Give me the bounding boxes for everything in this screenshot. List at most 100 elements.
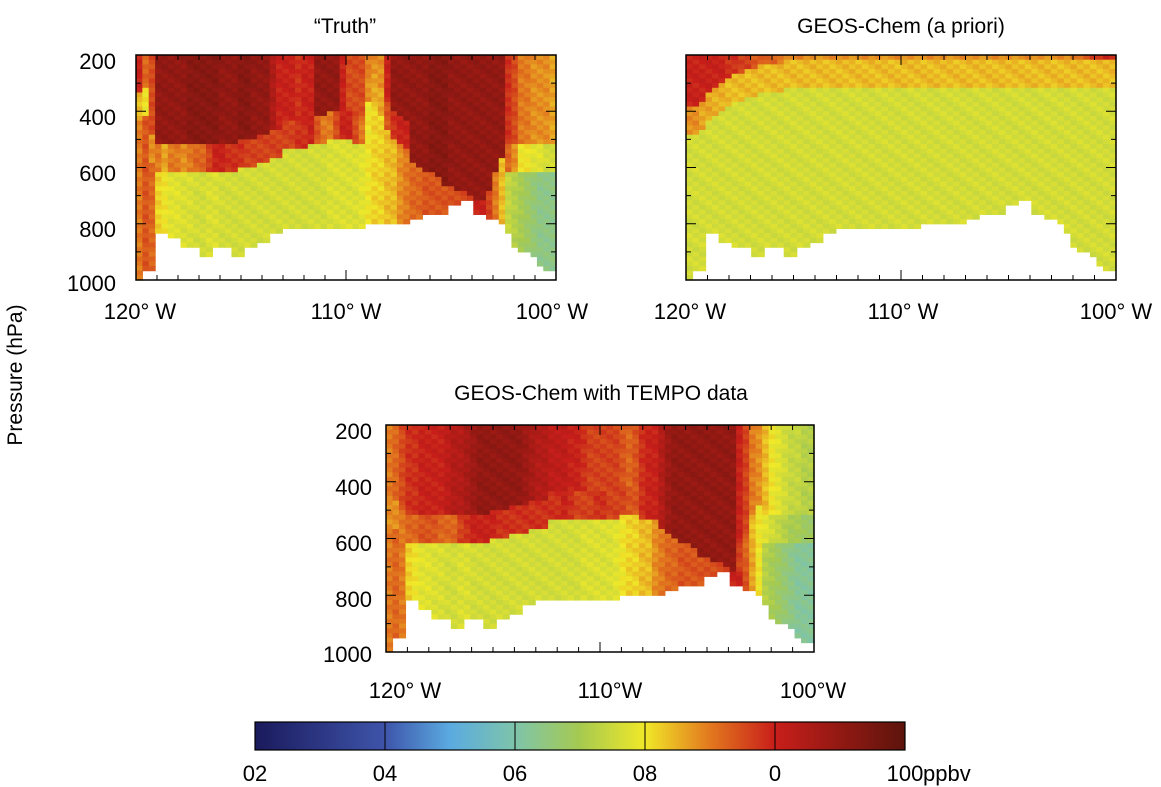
heatmap-cell (396, 200, 404, 206)
heatmap-cell (460, 134, 468, 140)
heatmap-cell (816, 106, 824, 112)
heatmap-cell (498, 92, 506, 98)
heatmap-cell (174, 134, 182, 140)
heatmap-cell (186, 214, 194, 220)
heatmap-cell (809, 172, 817, 178)
heatmap-cell (868, 153, 876, 159)
heatmap-cell (307, 111, 315, 117)
heatmap-cell (390, 97, 398, 103)
heatmap-cell (473, 205, 481, 211)
heatmap-cell (479, 205, 487, 211)
heatmap-cell (914, 172, 922, 178)
heatmap-cell (199, 134, 207, 140)
heatmap-cell (992, 111, 1000, 117)
heatmap-cell (1005, 83, 1013, 89)
heatmap-cell (712, 195, 720, 201)
heatmap-cell (295, 55, 303, 61)
heatmap-cell (212, 139, 220, 145)
heatmap-cell (946, 130, 954, 136)
heatmap-cell (744, 153, 752, 159)
heatmap-cell (193, 200, 201, 206)
heatmap-cell (985, 111, 993, 117)
heatmap-cell (231, 87, 239, 94)
heatmap-cell (764, 223, 772, 230)
heatmap-cell (770, 64, 778, 70)
heatmap-cell (479, 167, 487, 173)
heatmap-cell (1076, 247, 1085, 253)
heatmap-cell (365, 97, 373, 103)
heatmap-cell (295, 153, 303, 159)
heatmap-cell (1018, 130, 1026, 136)
heatmap-cell (486, 125, 493, 131)
heatmap-cell (543, 59, 551, 65)
heatmap-cell (377, 162, 385, 169)
heatmap-cell (218, 134, 226, 140)
heatmap-cell (256, 87, 264, 94)
heatmap-cell (953, 97, 961, 103)
heatmap-cell (435, 73, 443, 80)
heatmap-cell (914, 223, 922, 230)
heatmap-cell (1031, 125, 1039, 131)
heatmap-cell (371, 111, 379, 117)
heatmap-cell (295, 209, 303, 215)
heatmap-cell (416, 59, 423, 65)
heatmap-cell (212, 78, 220, 84)
heatmap-cell (770, 97, 778, 103)
heatmap-cell (992, 55, 1000, 61)
heatmap-cell (699, 223, 707, 230)
heatmap-cell (855, 92, 863, 98)
heatmap-cell (256, 144, 264, 150)
heatmap-cell (250, 92, 258, 98)
heatmap-cell (409, 73, 417, 80)
heatmap-cell (136, 265, 143, 272)
heatmap-cell (959, 158, 967, 164)
heatmap-cell (530, 186, 538, 192)
heatmap-cell (142, 148, 150, 155)
heatmap-cell (161, 176, 169, 183)
heatmap-cell (1083, 219, 1091, 225)
heatmap-cell (409, 59, 417, 65)
heatmap-cell (816, 153, 824, 159)
heatmap-cell (816, 219, 824, 225)
heatmap-cell (770, 78, 778, 84)
heatmap-cell (764, 97, 772, 103)
heatmap-cell (816, 111, 824, 117)
heatmap-cell (409, 78, 417, 84)
heatmap-cell (796, 83, 804, 89)
heatmap-cell (199, 209, 207, 215)
heatmap-cell (887, 205, 896, 211)
heatmap-cell (511, 92, 519, 98)
heatmap-cell (473, 190, 481, 197)
heatmap-cell (731, 55, 739, 61)
heatmap-cell (777, 228, 785, 234)
heatmap-cell (263, 106, 271, 112)
heatmap-cell (972, 172, 980, 178)
heatmap-cell (505, 101, 513, 108)
heatmap-cell (416, 167, 423, 173)
heatmap-cell (288, 176, 296, 183)
heatmap-cell (269, 92, 277, 98)
heatmap-cell (1037, 158, 1045, 164)
heatmap-cell (396, 219, 404, 225)
heatmap-cell (199, 186, 207, 192)
heatmap-cell (881, 59, 889, 65)
heatmap-cell (339, 134, 347, 140)
heatmap-cell (307, 195, 315, 201)
heatmap-cell (466, 115, 474, 122)
heatmap-cell (835, 181, 843, 187)
heatmap-cell (855, 209, 863, 215)
heatmap-cell (543, 237, 551, 244)
heatmap-cell (809, 153, 817, 159)
heatmap-cell (358, 55, 366, 61)
heatmap-cell (770, 176, 778, 183)
heatmap-cell (803, 55, 811, 61)
heatmap-cell (301, 83, 309, 89)
heatmap-cell (842, 78, 850, 84)
heatmap-cell (985, 69, 993, 75)
heatmap-cell (699, 144, 707, 150)
heatmap-cell (295, 83, 303, 89)
heatmap-cell (428, 101, 436, 108)
heatmap-cell (326, 125, 334, 131)
heatmap-cell (263, 144, 271, 150)
heatmap-cell (777, 195, 785, 201)
